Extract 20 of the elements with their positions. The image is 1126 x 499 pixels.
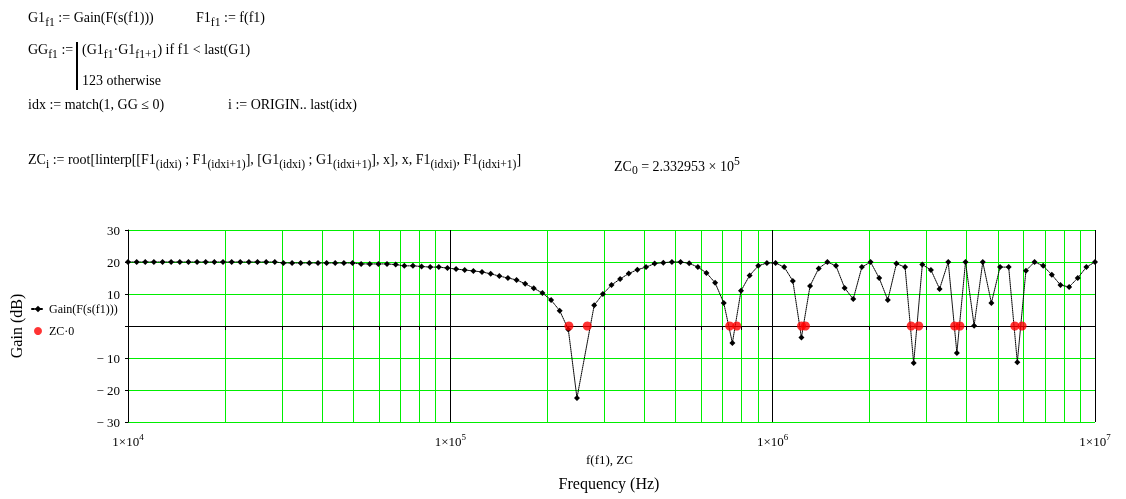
legend-label: ZC·0: [49, 324, 75, 338]
legend-label: Gain(F(s(f1))): [49, 302, 118, 316]
text: idx := match(1, GG ≤ 0): [28, 97, 165, 113]
text: GG$_{f1}$ :=: [28, 42, 74, 61]
y-tick-label: 20: [107, 254, 120, 270]
text: 123 otherwise: [82, 73, 161, 89]
y-tick-label: 10: [107, 286, 120, 302]
text: G1$_{f1}$ := Gain(F(s(f1))): [28, 10, 154, 29]
text: ZC$_{0}$ = 2.332953 × 10$^{5}$: [614, 155, 740, 178]
y-tick-label: − 30: [96, 414, 120, 430]
text: (G1$_{f1}$·G1$_{f1+1}$) if f1 < last(G1): [82, 42, 251, 61]
y-axis-title: Gain (dB): [7, 293, 26, 359]
y-tick-label: 30: [107, 222, 120, 238]
y-tick-label: − 10: [96, 350, 120, 366]
text: ZC$_{i}$ := root[linterp[[F1$_{(idxi)}$ ; F1$_{(idxi+1)}$], [G1$_{(idxi)}$ ; G1$_{(idxi+1)}$], x], x, F1$_{(idxi)}$, F1$_{(idxi+1)}$]: [28, 152, 522, 171]
text: i := ORIGIN.. last(idx): [228, 97, 357, 113]
text: f(f1), ZC: [586, 452, 633, 468]
x-axis-title: Frequency (Hz): [557, 475, 661, 493]
y-tick-label: − 20: [96, 382, 120, 398]
text: F1$_{f1}$ := f(f1): [196, 10, 265, 29]
